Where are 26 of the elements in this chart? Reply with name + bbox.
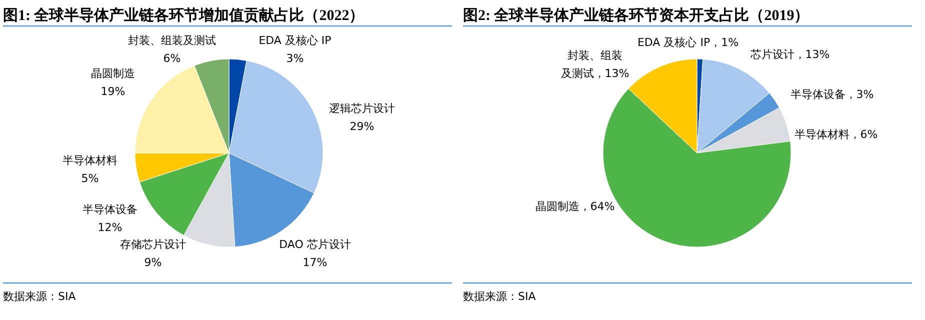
slice-label: DAO 芯片设计 <box>279 238 351 251</box>
slice-label: 晶圆制造 <box>91 67 135 80</box>
data-label: 17% <box>302 256 328 269</box>
data-label: 6% <box>163 52 181 65</box>
data-label: 12% <box>98 221 122 234</box>
slice-label: 半导体设备 <box>82 203 138 216</box>
slice-label: EDA 及核心 IP <box>258 34 332 47</box>
source-note: 数据来源：SIA <box>463 290 536 303</box>
data-label: 9% <box>144 256 162 269</box>
chart-title: 图1: 全球半导体产业链各环节增加值贡献占比（2022） <box>3 7 364 24</box>
slice-label: 半导体材料，6% <box>794 128 878 141</box>
data-label: 29% <box>350 120 374 133</box>
slice-label: 封装、组装及测试，13% <box>560 49 630 80</box>
data-label: 5% <box>81 172 99 185</box>
slice-label: 封装、组装及测试 <box>128 34 216 47</box>
slice-label: 逻辑芯片设计 <box>329 102 395 115</box>
source-note: 数据来源：SIA <box>3 290 76 303</box>
chart-title: 图2: 全球半导体产业链各环节资本开支占比（2019） <box>463 7 810 24</box>
slice-label: 半导体材料 <box>62 154 118 167</box>
slice-label: EDA 及核心 IP，1% <box>637 36 739 49</box>
slice-label: 半导体设备，3% <box>790 88 874 101</box>
data-label: 3% <box>286 52 304 65</box>
slice-label: 芯片设计，13% <box>749 48 830 61</box>
slice-label: 晶圆制造，64% <box>535 200 615 213</box>
slice-label: 存储芯片设计 <box>120 238 186 251</box>
data-label: 19% <box>100 85 126 98</box>
